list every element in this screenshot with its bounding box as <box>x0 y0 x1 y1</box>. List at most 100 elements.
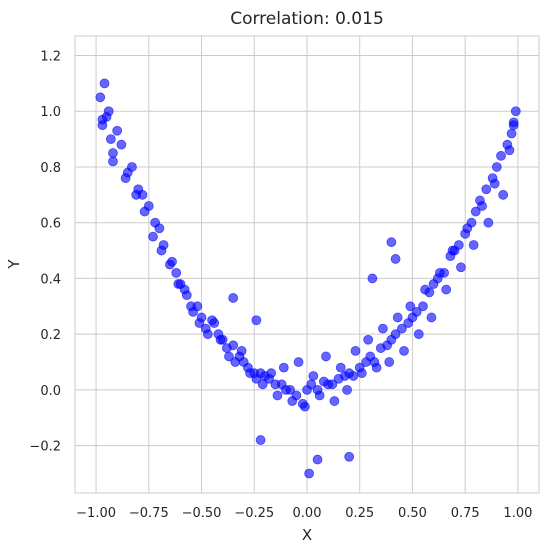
scatter-point <box>504 145 515 156</box>
scatter-point <box>299 401 310 412</box>
y-tick-label: −0.2 <box>29 440 61 455</box>
scatter-point <box>447 245 458 256</box>
scatter-point <box>108 156 118 167</box>
scatter-point <box>266 368 277 379</box>
scatter-point <box>97 114 108 125</box>
scatter-point <box>344 451 355 462</box>
scatter-point <box>356 368 367 379</box>
scatter-point <box>228 293 239 303</box>
scatter-point <box>350 345 361 356</box>
scatter-point <box>367 273 378 284</box>
scatter-point <box>99 78 110 89</box>
scatter-point <box>510 106 521 117</box>
scatter-point <box>327 379 338 390</box>
scatter-point <box>127 162 137 172</box>
chart-title: Correlation: 0.015 <box>230 9 384 29</box>
scatter-point <box>181 290 192 301</box>
scatter-point <box>257 379 268 390</box>
y-tick-label: 0.6 <box>40 217 61 232</box>
scatter-point <box>251 315 262 326</box>
scatter-point <box>245 368 255 379</box>
scatter-point <box>420 284 431 295</box>
scatter-point <box>224 351 234 362</box>
scatter-point <box>456 262 466 273</box>
scatter-point <box>335 362 346 373</box>
scatter-point <box>116 139 127 150</box>
scatter-point <box>215 334 226 345</box>
scatter-point <box>418 301 428 312</box>
scatter-point <box>103 106 114 117</box>
x-tick-label: −0.25 <box>234 506 274 521</box>
scatter-point <box>293 357 304 367</box>
scatter-point <box>329 396 340 406</box>
scatter-point <box>173 279 184 289</box>
scatter-point <box>95 92 106 103</box>
scatter-point <box>251 373 262 384</box>
scatter-point <box>453 240 464 250</box>
scatter-point <box>167 256 177 267</box>
y-tick-label: 0.8 <box>40 161 61 176</box>
data-points <box>95 78 521 479</box>
y-tick-labels: −0.2 0.0 0.2 0.4 0.6 0.8 1.0 1.2 <box>29 50 61 455</box>
scatter-point <box>188 306 199 317</box>
scatter-point <box>154 223 165 234</box>
y-tick-label: 1.0 <box>40 105 61 120</box>
scatter-point <box>426 312 437 323</box>
scatter-point <box>371 362 382 373</box>
x-tick-label: 0.50 <box>398 506 427 521</box>
y-tick-label: 1.2 <box>40 50 61 65</box>
x-tick-label: 1.00 <box>503 506 532 521</box>
scatter-point <box>363 334 374 345</box>
scatter-point <box>209 318 220 328</box>
scatter-point <box>434 267 445 278</box>
scatter-point <box>399 345 409 356</box>
scatter-point <box>491 162 502 172</box>
scatter-point <box>468 240 479 250</box>
x-tick-label: −1.00 <box>76 506 116 521</box>
scatter-point <box>171 267 182 278</box>
scatter-point <box>139 206 150 217</box>
scatter-point <box>321 351 331 362</box>
scatter-point <box>312 454 323 465</box>
scatter-point <box>481 184 492 195</box>
scatter-point <box>120 173 131 184</box>
scatter-point <box>287 396 298 406</box>
y-tick-label: 0.2 <box>40 328 61 343</box>
scatter-point <box>506 128 517 139</box>
scatter-point <box>194 318 205 328</box>
scatter-point <box>278 362 289 373</box>
scatter-point <box>112 125 123 136</box>
x-tick-label: −0.50 <box>182 506 222 521</box>
scatter-point <box>131 189 142 200</box>
scatter-point <box>314 390 325 401</box>
scatter-point <box>496 150 506 161</box>
scatter-point <box>392 312 403 323</box>
x-tick-labels: −1.00 −0.75 −0.50 −0.25 0.00 0.25 0.50 0.75 1.00 <box>76 506 532 521</box>
scatter-point <box>308 371 319 381</box>
scatter-point <box>342 384 352 395</box>
scatter-point <box>489 178 500 189</box>
scatter-point <box>413 329 424 340</box>
scatter-point <box>348 371 359 381</box>
scatter-point <box>508 120 519 131</box>
scatter-point <box>230 357 241 367</box>
scatter-point <box>397 323 407 334</box>
x-tick-label: 0.25 <box>345 506 374 521</box>
scatter-point <box>405 301 416 312</box>
scatter-point <box>156 245 167 256</box>
x-tick-label: 0.00 <box>293 506 322 521</box>
scatter-point <box>441 284 452 295</box>
scatter-point <box>477 201 487 211</box>
scatter-point <box>202 329 213 340</box>
scatter-point <box>386 237 397 248</box>
x-tick-label: −0.75 <box>129 506 169 521</box>
y-tick-label: 0.0 <box>40 384 61 399</box>
scatter-point <box>390 329 401 340</box>
scatter-point <box>470 206 481 217</box>
scatter-point <box>148 231 158 242</box>
scatter-point <box>483 217 494 228</box>
y-tick-label: 0.4 <box>40 272 61 287</box>
scatter-point <box>384 357 395 367</box>
scatter-point <box>462 223 473 234</box>
